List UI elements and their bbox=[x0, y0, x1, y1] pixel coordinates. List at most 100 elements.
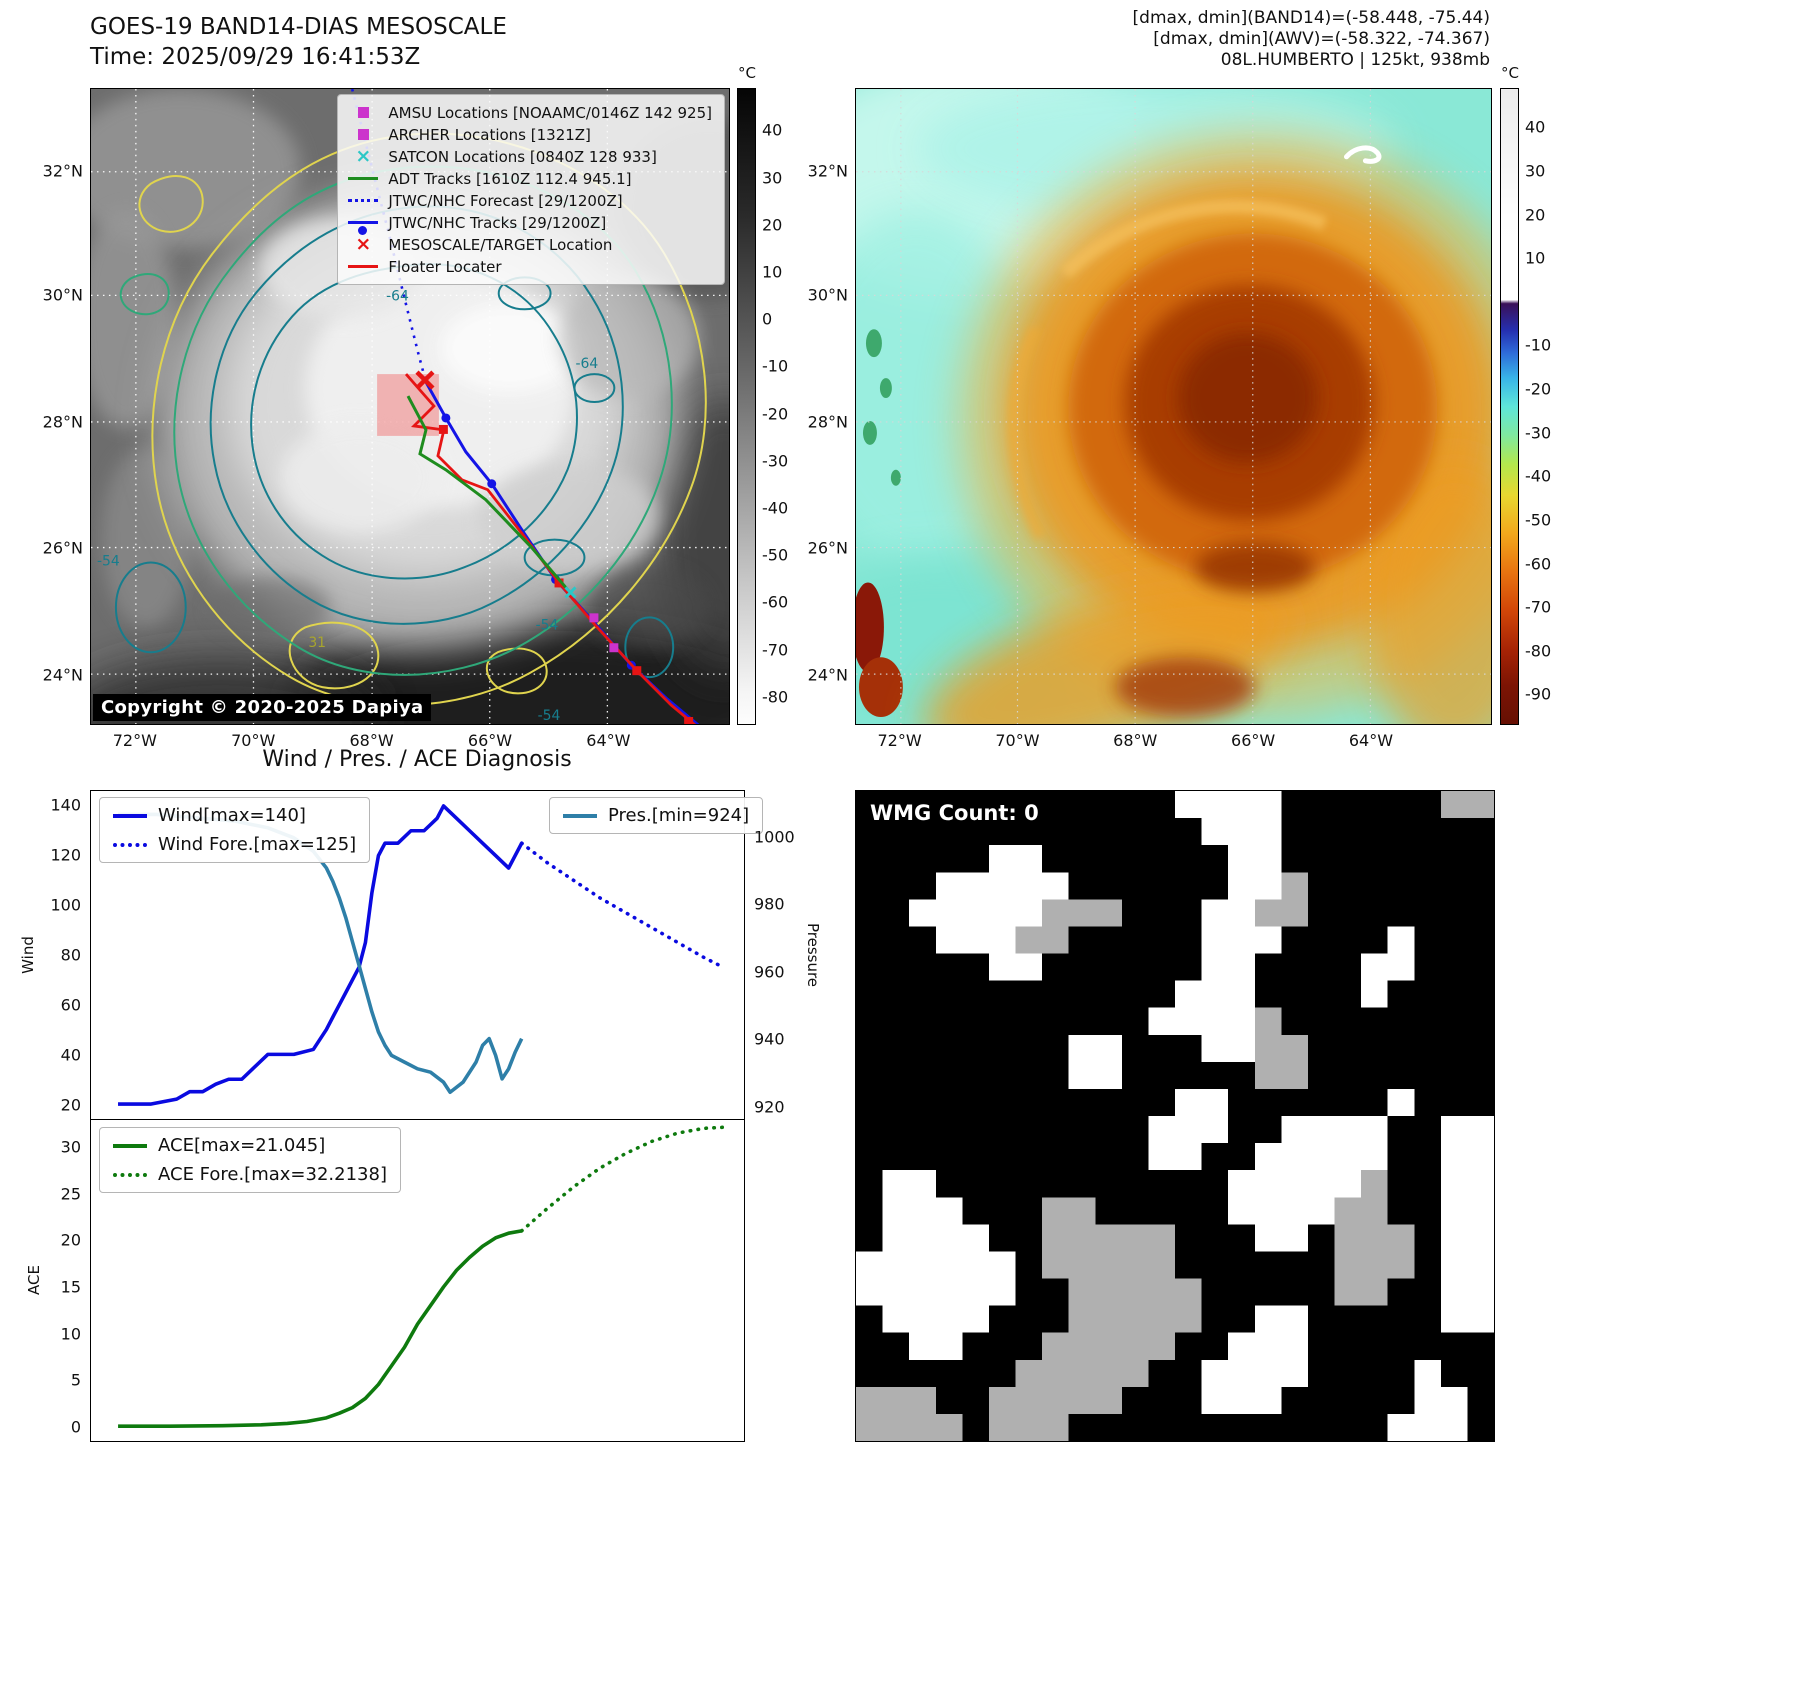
legend-label: Wind[max=140] bbox=[158, 805, 306, 826]
tick-label: 26°N bbox=[42, 538, 83, 558]
legend-label: ARCHER Locations [1321Z] bbox=[388, 125, 591, 144]
tick-label: 20 bbox=[1525, 205, 1546, 225]
tick-label: 960 bbox=[754, 962, 785, 982]
legend-item-jtwc-tracks: JTWC/NHC Tracks [29/1200Z] bbox=[348, 213, 712, 235]
tick-label: 24°N bbox=[42, 665, 83, 685]
tick-label: -20 bbox=[1525, 379, 1552, 399]
diagnosis-chart-title: Wind / Pres. / ACE Diagnosis bbox=[262, 747, 572, 772]
tick-label: -30 bbox=[1525, 423, 1552, 443]
tick-label: 940 bbox=[754, 1029, 785, 1049]
tick-label: 40 bbox=[1525, 117, 1546, 137]
floater-track bbox=[404, 373, 697, 724]
tick-label: -10 bbox=[762, 356, 789, 376]
tick-label: 0 bbox=[70, 1417, 81, 1437]
tick-label: 72°W bbox=[112, 731, 157, 750]
tick-label: 20 bbox=[60, 1230, 81, 1250]
contour-label: -54 bbox=[538, 708, 561, 724]
tick-label: 10 bbox=[762, 262, 783, 282]
tick-label: 72°W bbox=[877, 731, 922, 750]
satcon-x-icon bbox=[348, 147, 378, 166]
tick-label: -90 bbox=[1525, 684, 1552, 704]
pressure-line-icon bbox=[563, 813, 597, 818]
legend-item-ace-forecast: ACE Fore.[max=32.2138] bbox=[113, 1164, 387, 1185]
contour-label: -64 bbox=[575, 356, 598, 372]
tick-label: 15 bbox=[60, 1277, 81, 1297]
ace-series bbox=[118, 1229, 522, 1428]
latlon-grid bbox=[856, 89, 1491, 724]
awv-satellite-map bbox=[855, 88, 1492, 725]
tick-label: 64°W bbox=[1348, 731, 1394, 750]
storm-id-intensity: 08L.HUMBERTO | 125kt, 938mb bbox=[1220, 50, 1490, 70]
wmg-pixels bbox=[856, 791, 1494, 1441]
tick-label: -80 bbox=[762, 687, 789, 707]
tick-label: 70°W bbox=[995, 731, 1040, 750]
legend-label: SATCON Locations [0840Z 128 933] bbox=[388, 147, 657, 166]
archer-square-icon bbox=[348, 129, 378, 140]
contour-label: -64 bbox=[386, 288, 409, 304]
tick-label: 20 bbox=[60, 1095, 81, 1115]
colorbar-unit: °C bbox=[1501, 64, 1519, 82]
band14-colorbar bbox=[737, 88, 756, 725]
timestamp: Time: 2025/09/29 16:41:53Z bbox=[90, 44, 421, 70]
tick-label: 30°N bbox=[807, 285, 848, 305]
goes-band14-title: GOES-19 BAND14-DIAS MESOSCALE bbox=[90, 14, 507, 40]
legend-item-amsu: AMSU Locations [NOAAMC/0146Z 142 925] bbox=[348, 103, 712, 122]
tick-label: 10 bbox=[60, 1324, 81, 1344]
legend-item-archer: ARCHER Locations [1321Z] bbox=[348, 125, 712, 144]
tick-label: 20 bbox=[762, 215, 783, 235]
legend-item-wind: Wind[max=140] bbox=[113, 805, 356, 826]
colorbar-unit: °C bbox=[738, 64, 756, 82]
tick-label: 28°N bbox=[42, 412, 83, 432]
tick-label: 64°W bbox=[586, 731, 631, 750]
tick-label: 32°N bbox=[807, 161, 848, 181]
tick-label: -40 bbox=[1525, 466, 1552, 486]
tick-label: 30 bbox=[60, 1137, 81, 1157]
map-legend: AMSU Locations [NOAAMC/0146Z 142 925] AR… bbox=[337, 94, 725, 285]
wind-axis-label: Wind bbox=[19, 936, 37, 974]
tick-label: 920 bbox=[754, 1097, 785, 1117]
tick-label: 140 bbox=[50, 795, 81, 815]
legend-label: JTWC/NHC Forecast [29/1200Z] bbox=[388, 191, 623, 210]
floater-line-icon bbox=[348, 265, 378, 268]
tick-label: 120 bbox=[50, 845, 81, 865]
tick-label: 980 bbox=[754, 894, 785, 914]
tick-label: -70 bbox=[762, 640, 789, 659]
ace-legend: ACE[max=21.045] ACE Fore.[max=32.2138] bbox=[99, 1127, 401, 1193]
tick-label: -70 bbox=[1525, 597, 1552, 617]
tick-label: -20 bbox=[762, 404, 789, 424]
tick-label: -60 bbox=[1525, 554, 1552, 574]
contour-label: 31 bbox=[308, 635, 326, 651]
tick-label: 66°W bbox=[1231, 731, 1276, 750]
cloud-streak bbox=[1343, 145, 1382, 164]
tick-label: -50 bbox=[1525, 510, 1552, 530]
ace-plot-canvas bbox=[118, 1125, 726, 1428]
tick-label: 0 bbox=[762, 309, 773, 329]
legend-item-ace: ACE[max=21.045] bbox=[113, 1135, 387, 1156]
ace-forecast-dotted-icon bbox=[113, 1172, 147, 1177]
tick-label: -10 bbox=[1525, 335, 1552, 355]
tick-label: 60 bbox=[60, 995, 81, 1015]
ace-line-icon bbox=[113, 1143, 147, 1148]
tick-label: 30°N bbox=[42, 285, 83, 305]
wind-series bbox=[118, 804, 524, 1106]
contour-value-labels: -64 -64 -54 -54 31 -54 bbox=[97, 288, 598, 724]
tick-label: -40 bbox=[762, 498, 789, 518]
tick-label: 40 bbox=[60, 1045, 81, 1065]
tick-label: 100 bbox=[50, 895, 81, 915]
legend-label: AMSU Locations [NOAAMC/0146Z 142 925] bbox=[388, 103, 712, 122]
forecast-dotted-line-icon bbox=[348, 199, 378, 202]
legend-label: Pres.[min=924] bbox=[608, 805, 750, 826]
latlon-grid bbox=[91, 89, 729, 724]
tick-label: 26°N bbox=[807, 538, 848, 558]
floater-track-points bbox=[438, 424, 694, 724]
wmg-count-panel: WMG Count: 0 bbox=[855, 790, 1495, 1442]
tick-label: -30 bbox=[762, 451, 789, 471]
tick-label: 30 bbox=[762, 168, 783, 188]
tick-label: 66°W bbox=[467, 731, 513, 750]
ace-axis-label: ACE bbox=[25, 1265, 43, 1295]
tick-label: 70°W bbox=[231, 731, 276, 750]
warm-blotch bbox=[856, 582, 884, 673]
track-line-dot-icon bbox=[348, 221, 378, 235]
tick-label: -50 bbox=[762, 545, 789, 565]
